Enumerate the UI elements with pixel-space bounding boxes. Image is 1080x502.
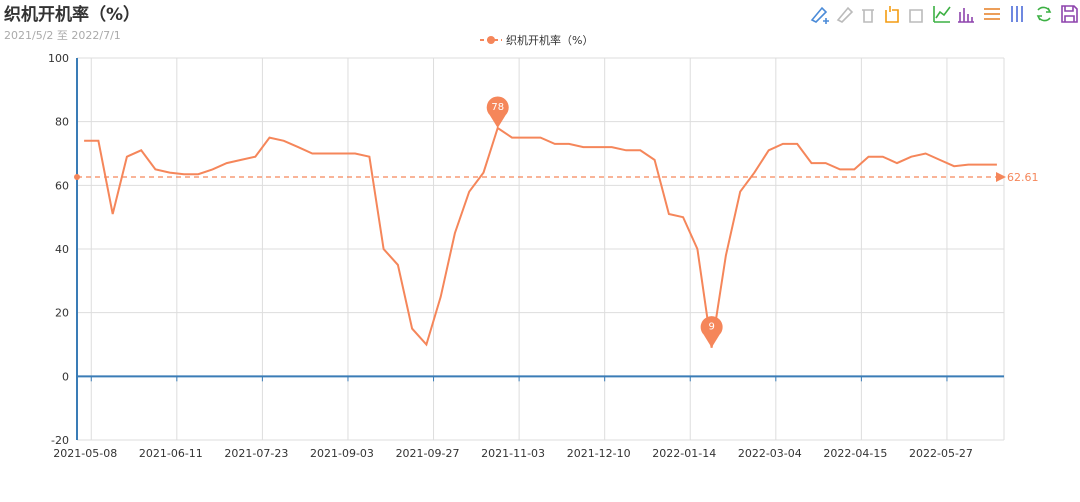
x-tick-label: 2022-04-15 — [823, 447, 887, 460]
y-tick-label: 100 — [48, 52, 69, 65]
x-tick-label: 2021-09-03 — [310, 447, 374, 460]
tool-save[interactable] — [1061, 5, 1078, 23]
legend[interactable]: 织机开机率（%） — [480, 33, 593, 47]
y-tick-label: 20 — [55, 307, 69, 320]
tool-clear[interactable] — [862, 9, 874, 23]
x-tick-label: 2021-07-23 — [224, 447, 288, 460]
y-tick-label: 0 — [62, 370, 69, 383]
average-start — [74, 174, 80, 181]
chart-subtitle: 2021/5/2 至 2022/7/1 — [4, 29, 121, 42]
x-tick-label: 2021-05-08 — [53, 447, 117, 460]
average-label: 62.61 — [1007, 171, 1039, 184]
y-tick-label: 60 — [55, 179, 69, 192]
series-line — [84, 126, 997, 348]
y-tick-label: 80 — [55, 116, 69, 129]
min-pin-label: 9 — [708, 322, 714, 333]
legend-symbol — [487, 36, 495, 44]
y-tick-label: 40 — [55, 243, 69, 256]
tool-rect[interactable] — [885, 6, 899, 23]
x-tick-label: 2021-06-11 — [139, 447, 203, 460]
tool-zoom-reset[interactable] — [836, 6, 854, 23]
tool-stack[interactable] — [984, 8, 1000, 20]
max-pin — [486, 96, 509, 129]
x-tick-label: 2022-01-14 — [652, 447, 716, 460]
x-tick-label: 2021-11-03 — [481, 447, 545, 460]
x-tick-label: 2021-12-10 — [567, 447, 631, 460]
legend-label: 织机开机率（%） — [506, 33, 593, 47]
tool-zoom[interactable] — [810, 6, 829, 24]
max-pin-label: 78 — [491, 102, 504, 113]
tool-restore[interactable] — [1036, 6, 1052, 22]
tool-polygon[interactable] — [909, 9, 923, 23]
x-tick-label: 2022-05-27 — [909, 447, 973, 460]
tool-line[interactable] — [933, 6, 951, 23]
average-arrow — [996, 172, 1006, 183]
toolbox — [810, 5, 1078, 24]
tool-bar[interactable] — [958, 8, 974, 23]
x-tick-label: 2022-03-04 — [738, 447, 802, 460]
tool-tiled[interactable] — [1011, 6, 1023, 22]
chart-title: 织机开机率（%） — [4, 4, 140, 25]
y-tick-label: -20 — [51, 434, 69, 447]
min-pin — [700, 316, 723, 348]
x-tick-label: 2021-09-27 — [396, 447, 460, 460]
